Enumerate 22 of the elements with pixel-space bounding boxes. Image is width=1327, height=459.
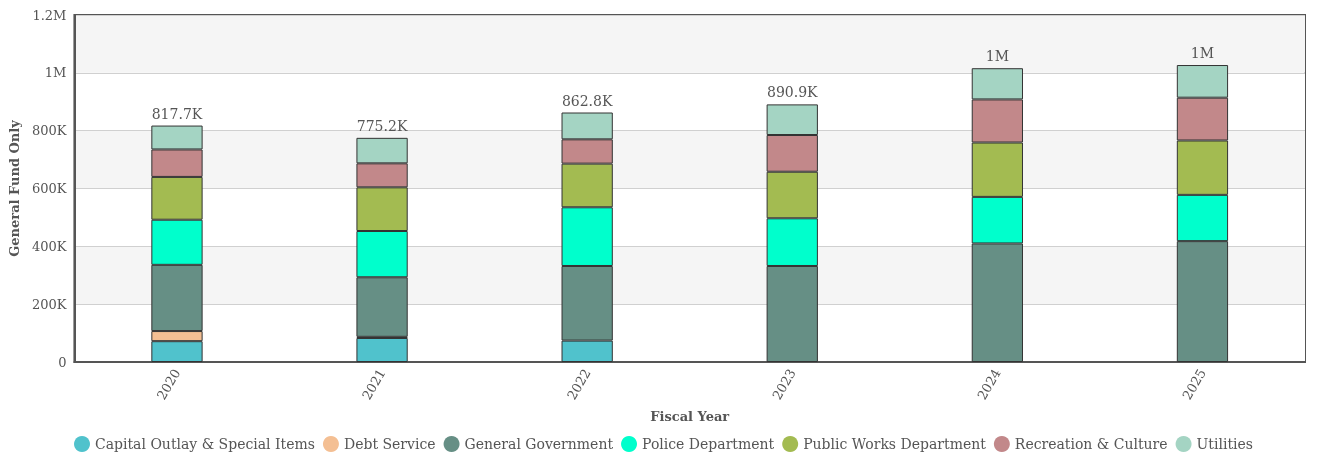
y-tick-label: 800K <box>31 123 67 139</box>
legend-label: Debt Service <box>343 436 436 452</box>
legend-label: Recreation & Culture <box>1014 436 1168 452</box>
total-label: 1M <box>1190 45 1215 62</box>
legend-label: Public Works Department <box>803 436 987 452</box>
legend-label: Police Department <box>642 436 775 452</box>
y-tick-label: 1.2M <box>32 7 67 23</box>
y-tick-label: 0 <box>58 354 67 370</box>
total-label: 862.8K <box>561 92 613 109</box>
total-label: 890.9K <box>766 84 819 101</box>
total-label: 775.2K <box>356 117 408 134</box>
y-tick-label: 600K <box>31 181 67 196</box>
total-label: 1M <box>985 48 1009 65</box>
legend-label: Capital Outlay & Special Items <box>95 436 315 452</box>
total-label: 817.7K <box>151 105 203 122</box>
legend-label: Utilities <box>1196 436 1254 452</box>
legend-label: General Government <box>464 436 614 452</box>
y-tick-label: 400K <box>31 238 67 254</box>
y-axis-title: General Fund Only <box>7 119 22 257</box>
y-tick-label: 1M <box>44 65 67 81</box>
x-axis-title: Fiscal Year <box>650 409 730 424</box>
y-tick-label: 200K <box>31 296 67 312</box>
